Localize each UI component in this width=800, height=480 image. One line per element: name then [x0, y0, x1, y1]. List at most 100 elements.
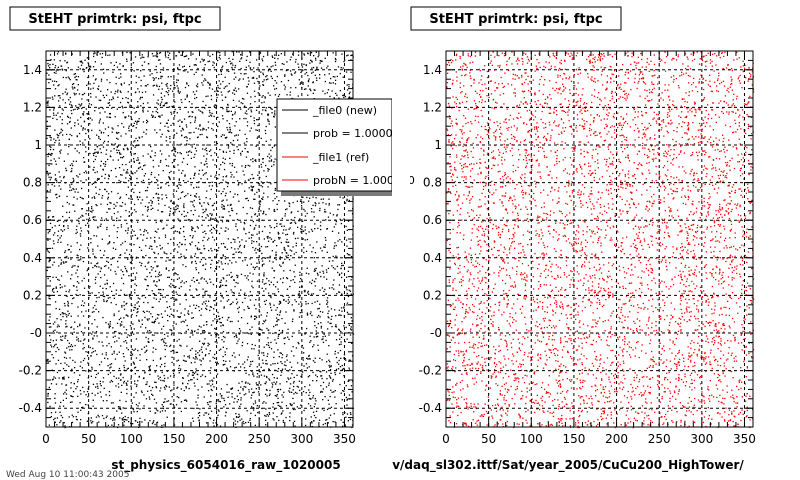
data-point [161, 410, 164, 412]
data-point [205, 197, 207, 199]
data-point [147, 262, 149, 264]
data-point [174, 147, 176, 149]
data-point [46, 359, 48, 361]
data-point [73, 188, 75, 191]
data-point [216, 186, 218, 188]
data-point [266, 65, 268, 68]
data-point [116, 149, 118, 151]
data-point [242, 102, 244, 105]
data-point [313, 216, 315, 218]
data-point [237, 416, 240, 418]
data-point [136, 144, 138, 147]
data-point [166, 370, 168, 372]
data-point [231, 354, 234, 357]
data-point [267, 70, 270, 72]
data-point [92, 331, 94, 333]
data-point [112, 247, 114, 249]
data-point [47, 63, 49, 65]
data-point [324, 211, 326, 213]
data-point [281, 331, 284, 333]
data-point [222, 277, 224, 279]
data-point [63, 376, 65, 378]
data-point [171, 105, 173, 108]
data-point [255, 224, 257, 227]
data-point [125, 303, 127, 305]
data-point [73, 73, 75, 75]
data-point [232, 238, 234, 240]
data-point [168, 214, 171, 217]
data-point [267, 235, 269, 238]
data-point [237, 421, 239, 423]
data-point [231, 165, 233, 167]
data-point [207, 390, 210, 392]
data-point [245, 372, 247, 374]
data-point [312, 196, 314, 198]
data-point [283, 391, 285, 393]
data-point [171, 389, 173, 391]
data-point [161, 82, 163, 84]
data-point [118, 337, 120, 339]
data-point [202, 112, 204, 114]
data-point [95, 331, 98, 333]
data-point [139, 98, 141, 100]
data-point [153, 297, 155, 299]
data-point [135, 392, 137, 394]
data-point [196, 136, 199, 139]
data-point [109, 208, 111, 210]
data-point [334, 350, 336, 353]
data-point [212, 204, 214, 206]
data-point [333, 226, 335, 228]
data-point [259, 94, 261, 96]
data-point [106, 226, 108, 229]
data-point [180, 401, 183, 403]
data-point [141, 391, 143, 394]
data-point [334, 325, 337, 328]
data-point [133, 141, 135, 143]
data-point [163, 227, 165, 229]
data-point [237, 194, 239, 196]
data-point [315, 59, 317, 61]
data-point [90, 238, 92, 240]
data-point [116, 217, 118, 219]
data-point [115, 385, 117, 387]
data-point [127, 417, 129, 419]
data-point [174, 286, 176, 289]
data-point [199, 261, 201, 263]
data-point [262, 95, 264, 97]
data-point [159, 220, 162, 222]
data-point [60, 229, 62, 231]
data-point [143, 61, 146, 63]
data-point [269, 379, 271, 381]
data-point [260, 137, 262, 139]
data-point [193, 377, 195, 379]
data-point [105, 352, 107, 354]
data-point [142, 102, 144, 105]
data-point [47, 232, 49, 234]
data-point [237, 320, 239, 322]
data-point [183, 203, 185, 205]
data-point [81, 280, 83, 282]
data-point [193, 382, 195, 384]
data-point [276, 313, 279, 316]
data-point [262, 402, 264, 404]
data-point [253, 228, 255, 230]
data-point [108, 325, 110, 327]
data-point [275, 395, 278, 397]
data-point [249, 103, 252, 105]
data-point [151, 116, 154, 118]
data-point [153, 281, 155, 283]
data-point [99, 118, 101, 120]
data-point [193, 156, 195, 158]
data-point [119, 406, 121, 408]
data-point [223, 278, 225, 280]
data-point [293, 310, 295, 312]
data-point [155, 77, 157, 79]
data-point [162, 67, 165, 69]
data-point [152, 347, 155, 349]
data-point [117, 383, 120, 385]
data-point [285, 229, 287, 231]
data-point [69, 184, 71, 186]
data-point [73, 179, 75, 181]
data-point [233, 336, 236, 338]
